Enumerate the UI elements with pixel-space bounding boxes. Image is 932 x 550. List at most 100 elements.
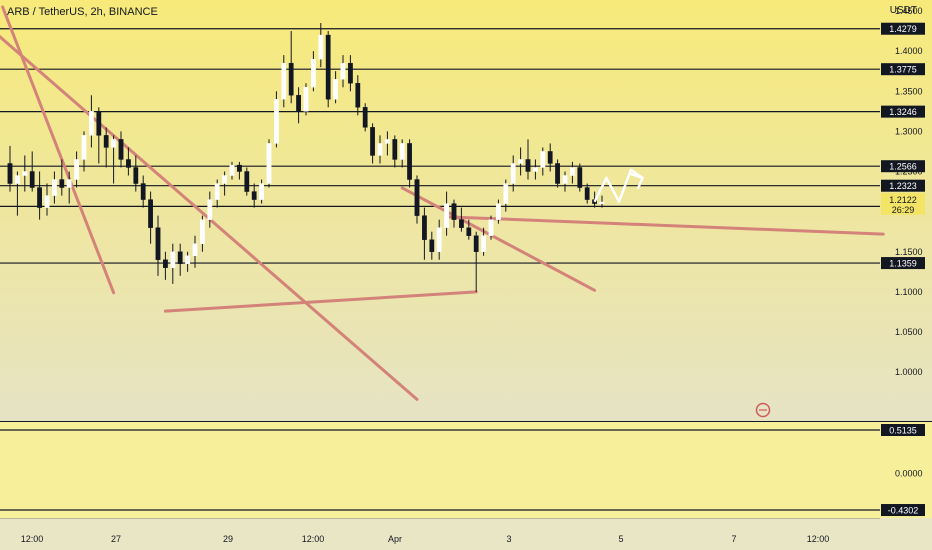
projection-arrowhead [630,172,644,190]
indicator-icon[interactable] [755,402,771,418]
level-label-2: 1.3246 [889,107,917,117]
candle-body-74 [555,163,561,184]
candle-body-34 [259,183,264,200]
candle-body-12 [96,111,102,136]
candle-body-15 [118,139,124,160]
candle-body-16 [125,159,131,168]
candle-body-26 [199,219,205,244]
candle-body-36 [274,99,279,144]
level-label-box-6 [881,257,925,270]
candle-body-8 [66,179,72,188]
candle-body-59 [444,203,449,228]
candle-body-23 [177,251,183,264]
candle-body-72 [540,151,546,168]
candle-body-38 [288,62,294,96]
candle-body-46 [348,62,353,84]
time-tick-label-5: 3 [506,534,511,544]
time-tick-label-4: Apr [388,534,402,544]
candle-body-47 [355,83,361,108]
level-label-0: 1.4279 [889,24,917,34]
sub-level-label-0: 0.5135 [889,426,917,436]
countdown-label: 26:29 [892,205,915,215]
trendline-0[interactable] [0,7,419,401]
candle-body-10 [81,135,87,160]
candle-body-50 [377,143,383,156]
candle-body-41 [311,58,316,88]
candle-body-3 [29,171,35,188]
price-tick-label-8: 1.0500 [895,327,923,337]
candle-body-70 [525,159,531,172]
level-label-6: 1.1359 [889,259,917,269]
main-pane-background [0,0,932,421]
candle-body-37 [281,62,287,100]
sub-level-label-box-0 [881,424,925,436]
candle-body-40 [303,87,309,112]
candle-body-44 [333,79,338,100]
trendline-3[interactable] [445,215,885,236]
candle-body-42 [318,34,324,60]
candle-body-29 [222,175,227,184]
trendline-1[interactable] [1,5,116,295]
candle-body-65 [488,219,494,236]
price-tick-label-6: 1.1500 [895,247,923,257]
candle-body-20 [155,227,161,260]
level-label-box-1 [881,63,925,76]
price-tick-label-9: 1.0000 [895,367,923,377]
time-axis-background [0,518,932,550]
candle-body-21 [162,259,168,268]
time-tick-label-3: 12:00 [302,534,325,544]
trendline-2[interactable] [400,186,597,292]
candle-body-30 [229,164,235,176]
candle-body-69 [518,159,524,164]
level-label-3: 1.2566 [889,162,917,172]
candle-body-51 [385,139,390,144]
candle-body-1 [14,175,20,184]
time-tick-label-8: 12:00 [807,534,830,544]
projection-arrow[interactable] [593,168,644,204]
last-price-label: 1.2122 [889,195,917,205]
candle-body-62 [466,227,472,236]
candle-body-73 [547,151,553,164]
candle-body-43 [325,34,331,100]
candle-body-14 [111,139,117,148]
candle-body-32 [244,171,250,192]
candle-body-4 [37,187,43,208]
candle-body-48 [362,107,368,128]
candle-body-78 [584,187,590,200]
time-tick-label-7: 7 [731,534,736,544]
candle-body-25 [192,243,198,256]
candle-body-60 [451,203,457,220]
candle-body-35 [266,143,272,184]
candle-body-49 [370,127,375,156]
price-tick-label-0: 1.4500 [895,6,923,16]
candle-body-56 [422,215,427,240]
level-label-1: 1.3775 [889,65,917,75]
candle-body-58 [436,227,442,252]
candle-body-61 [459,219,464,228]
candle-body-2 [22,171,28,176]
trendline-4[interactable] [163,290,478,313]
candle-body-80 [599,201,605,204]
sub-level-label-box-1 [881,504,925,517]
candle-body-75 [562,175,568,184]
level-label-box-4 [881,179,925,192]
candle-body-5 [44,195,50,208]
level-label-box-0 [881,22,925,35]
candle-body-67 [503,183,509,204]
currency-label: USDT [889,5,917,16]
time-tick-label-2: 29 [223,534,233,544]
price-tick-label-7: 1.1000 [895,287,923,297]
level-label-box-3 [881,160,925,173]
candle-body-6 [52,179,57,196]
candle-body-9 [74,159,80,180]
candle-body-7 [59,179,65,188]
price-tick-label-1: 1.4000 [895,46,923,56]
candle-body-17 [133,167,139,184]
level-label-box-2 [881,105,925,118]
candle-body-45 [340,62,346,80]
sub-pane-background [0,421,932,518]
candle-body-22 [170,251,176,268]
price-tick-label-3: 1.3000 [895,126,923,136]
candle-body-64 [481,235,486,252]
